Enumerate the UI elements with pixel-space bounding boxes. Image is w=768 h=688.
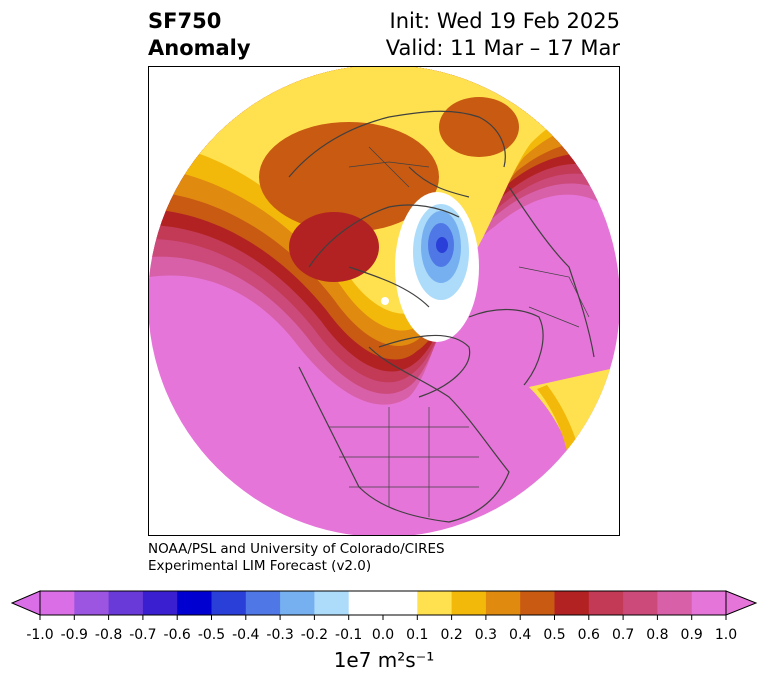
- credit-line-2: Experimental LIM Forecast (v2.0): [148, 558, 372, 574]
- colorbar-segment: [142, 591, 178, 615]
- plot-title-left: SF750 Anomaly: [148, 8, 251, 62]
- anomaly-map-svg: [149, 67, 619, 535]
- colorbar-segment: [451, 591, 487, 615]
- colorbar-segment: [588, 591, 624, 615]
- colorbar: [10, 590, 758, 620]
- colorbar-tick-label: 0.4: [509, 627, 532, 643]
- colorbar-extend-low: [10, 590, 41, 616]
- colorbar-tick-label: 0.6: [577, 627, 600, 643]
- colorbar-segment: [520, 591, 555, 615]
- colorbar-segment: [657, 591, 693, 615]
- colorbar-tick-label: -1.0: [26, 627, 54, 643]
- colorbar-tick-label: -0.6: [163, 627, 191, 643]
- init-date: Init: Wed 19 Feb 2025: [389, 9, 620, 33]
- colorbar-segment: [314, 591, 350, 615]
- colorbar-segment: [554, 591, 590, 615]
- colorbar-segment: [177, 591, 212, 615]
- colorbar-segment: [40, 591, 75, 615]
- colorbar-segment: [485, 591, 521, 615]
- borders: [329, 146, 590, 517]
- colorbar-segment: [74, 591, 110, 615]
- colorbar-tick-labels: -1.0 -0.9 -0.8 -0.7 -0.6 -0.5 -0.4 -0.3 -0.2 -0.1…: [0, 627, 768, 647]
- anomaly-field: [149, 67, 619, 535]
- colorbar-segment: [348, 591, 384, 615]
- colorbar-tick-label: -0.7: [129, 627, 157, 643]
- colorbar-segment: [691, 591, 727, 615]
- colorbar-tick-label: 0.9: [680, 627, 703, 643]
- colorbar-segment: [417, 591, 453, 615]
- colorbar-tick-label: -0.2: [300, 627, 329, 643]
- colorbar-tick-label: -0.9: [60, 627, 88, 643]
- colorbar-tick-label: -0.5: [197, 627, 226, 643]
- colorbar-tick-label: 0.1: [406, 627, 429, 643]
- colorbar-tick-label: 0.0: [371, 627, 395, 643]
- colorbar-tick-label: 0.7: [611, 627, 635, 643]
- colorbar-segment: [623, 591, 658, 615]
- colorbar-segment: [108, 591, 144, 615]
- colorbar-tick-label: -0.4: [232, 627, 260, 643]
- colorbar-tick-label: 0.5: [543, 627, 566, 643]
- colorbar-tick-label: -0.1: [335, 627, 363, 643]
- colorbar-tick-label: 0.2: [440, 627, 463, 643]
- colorbar-tick-label: 0.3: [474, 627, 498, 643]
- coastlines: [288, 110, 595, 523]
- colorbar-segment: [280, 591, 315, 615]
- plot-title-right: Init: Wed 19 Feb 2025 Valid: 11 Mar – 17…: [386, 8, 620, 62]
- field-type: Anomaly: [148, 36, 251, 60]
- colorbar-segment: [245, 591, 281, 615]
- credit-line-1: NOAA/PSL and University of Colorado/CIRE…: [148, 541, 445, 557]
- credit-text: NOAA/PSL and University of Colorado/CIRE…: [148, 541, 445, 575]
- colorbar-extend-high: [725, 590, 758, 616]
- colorbar-segment: [383, 591, 418, 615]
- valid-range: Valid: 11 Mar – 17 Mar: [385, 36, 620, 60]
- variable-name: SF750: [148, 9, 222, 33]
- colorbar-tick-label: 0.8: [646, 627, 669, 643]
- colorbar-tick-label: -0.3: [266, 627, 294, 643]
- colorbar-unit-label: 1e7 m²s⁻¹: [333, 648, 435, 672]
- polar-map: [148, 66, 620, 536]
- colorbar-segment: [211, 591, 247, 615]
- colorbar-tick-label: 1.0: [714, 627, 738, 643]
- colorbar-tick-label: -0.8: [94, 627, 123, 643]
